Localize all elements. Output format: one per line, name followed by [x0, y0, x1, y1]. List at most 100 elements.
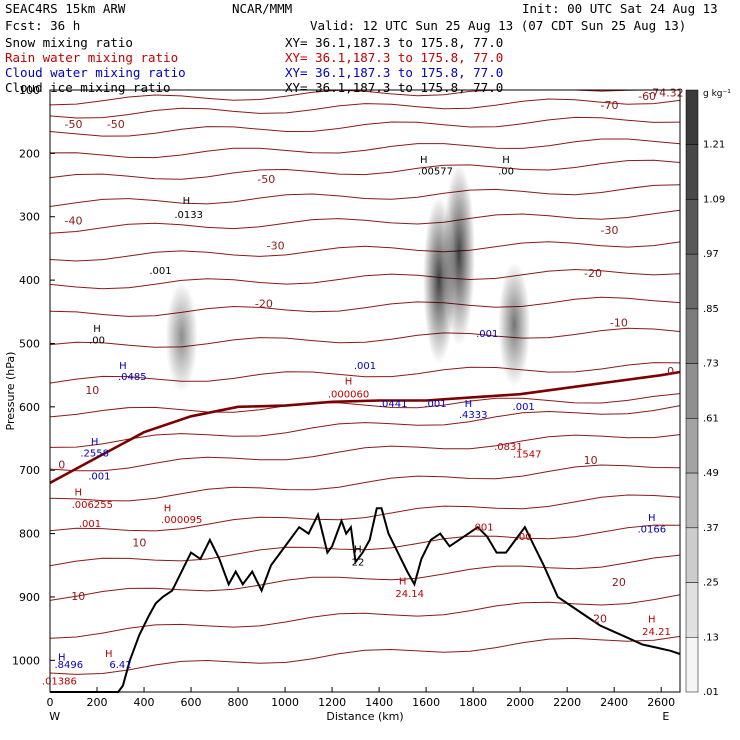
isotherm-line [49, 405, 681, 448]
species-label-rain: Rain water mixing ratio [5, 50, 179, 65]
colorbar-level-label: .13 [703, 632, 719, 643]
mixing-ratio-label: H [420, 155, 428, 166]
x-tick-label: 1200 [318, 696, 346, 709]
isotherm-line [49, 635, 681, 675]
mixing-ratio-label: H [648, 614, 656, 625]
mixing-ratio-label: 24.21 [642, 627, 671, 638]
colorbar-swatch [685, 418, 699, 474]
mixing-ratio-label: 24.14 [395, 589, 424, 600]
colorbar-swatch [685, 582, 699, 638]
mixing-ratio-label: H [93, 324, 101, 335]
x-tick-label: 2000 [506, 696, 534, 709]
plot-area [50, 90, 680, 692]
isotherm-line [49, 362, 681, 384]
mixing-ratio-label: .001 [79, 519, 101, 530]
x-end-label-east: E [662, 710, 669, 723]
mixing-ratio-label: .006255 [72, 500, 113, 511]
isotherm-label: 10 [85, 384, 99, 397]
species-label-snow: Snow mixing ratio [5, 35, 133, 50]
mixing-ratio-label: .001 [149, 266, 171, 277]
x-tick-label: 400 [134, 696, 155, 709]
mixing-ratio-shade [498, 262, 531, 387]
y-tick-label: 700 [19, 464, 40, 477]
isotherm-line [49, 494, 681, 532]
x-axis-label: Distance (km) [326, 710, 403, 723]
xsection-coords-rain: XY= 36.1,187.3 to 175.8, 77.0 [285, 50, 504, 65]
x-tick-label: 2200 [553, 696, 581, 709]
colorbar-level-label: .25 [703, 578, 719, 589]
isotherm-label: -30 [267, 240, 285, 253]
colorbar-level-label: .61 [703, 413, 719, 424]
colorbar-level-label: 1.09 [703, 194, 725, 205]
y-tick-label: 1000 [12, 654, 40, 667]
mixing-ratio-label: .0133 [174, 210, 203, 221]
mixing-ratio-label: H [345, 377, 353, 388]
mixing-ratio-label: .001 [476, 329, 498, 340]
x-tick-label: 2400 [600, 696, 628, 709]
isotherm-line [49, 159, 681, 180]
mixing-ratio-label: H [399, 576, 407, 587]
colorbar-level-label: .01 [703, 687, 719, 698]
isotherm-label: 10 [132, 536, 146, 549]
isotherm-line [49, 434, 681, 472]
isotherm-label: 20 [612, 576, 626, 589]
isotherm-line [49, 464, 681, 502]
y-tick-label: 800 [19, 528, 40, 541]
model-title: SEAC4RS 15km ARW [5, 1, 126, 16]
isotherm-line [49, 554, 681, 601]
isotherm-label: 0 [667, 365, 674, 378]
x-tick-label: 1400 [365, 696, 393, 709]
xsection-coords-snow: XY= 36.1,187.3 to 175.8, 77.0 [285, 35, 504, 50]
colorbar-level-label: .73 [703, 359, 719, 370]
colorbar-swatch [685, 199, 699, 255]
mixing-ratio-label: .0485 [118, 372, 147, 383]
mixing-ratio-label: .001 [88, 472, 110, 483]
isotherm-label: -60 [638, 90, 656, 103]
x-tick-label: 1800 [459, 696, 487, 709]
init-time: Init: 00 UTC Sat 24 Aug 13 [522, 1, 718, 16]
isotherm-line [49, 268, 681, 290]
colorbar-swatch [685, 472, 699, 529]
isotherm-label: -10 [610, 316, 628, 329]
isotherm-label: -50 [257, 173, 275, 186]
isotherm-line [49, 209, 681, 234]
y-tick-label: 300 [19, 211, 40, 224]
x-tick-label: 2600 [647, 696, 675, 709]
mixing-ratio-label: H [648, 513, 656, 524]
colorbar-swatch [685, 144, 699, 200]
isotherm-label: -20 [255, 297, 273, 310]
isotherm-line [49, 184, 681, 207]
mixing-ratio-label: .001 [424, 399, 446, 410]
mixing-ratio-label: H [58, 652, 66, 663]
freezing-level-line [49, 370, 681, 485]
isotherm-label: -50 [107, 118, 125, 131]
colorbar-level-label: .85 [703, 304, 719, 315]
mixing-ratio-label: H [354, 545, 362, 556]
isotherm-label: -70 [600, 99, 618, 112]
mixing-ratio-label: .000060 [328, 389, 369, 400]
isotherm-label: 0 [58, 458, 65, 471]
forecast-hour: Fcst: 36 h [5, 18, 81, 33]
mixing-ratio-label: .00 [498, 166, 514, 177]
colorbar-swatch [685, 253, 699, 310]
valid-time: Valid: 12 UTC Sun 25 Aug 13 (07 CDT Sun … [310, 18, 687, 33]
y-tick-label: 100 [19, 84, 40, 97]
mixing-ratio-label: .001 [354, 361, 376, 372]
isotherm-label: -30 [600, 224, 618, 237]
terrain-line [50, 507, 681, 693]
colorbar-level-label: .49 [703, 468, 719, 479]
isotherm-line [49, 393, 681, 418]
mixing-ratio-label: .0441 [379, 399, 408, 410]
colorbar-swatch [685, 363, 699, 419]
y-axis-label: Pressure (hPa) [4, 352, 17, 431]
mixing-ratio-label: H [164, 503, 172, 514]
plot-frame [49, 89, 681, 693]
isotherm-line [49, 241, 681, 262]
xsection-coords-cloud-ice: XY= 36.1,187.3 to 175.8, 77.0 [285, 80, 504, 95]
mixing-ratio-label: .001 [513, 402, 535, 413]
mixing-ratio-label: .01386 [42, 676, 77, 687]
mixing-ratio-shade [165, 282, 198, 393]
mixing-ratio-label: .00 [89, 335, 105, 346]
mixing-ratio-label: H [119, 361, 127, 372]
